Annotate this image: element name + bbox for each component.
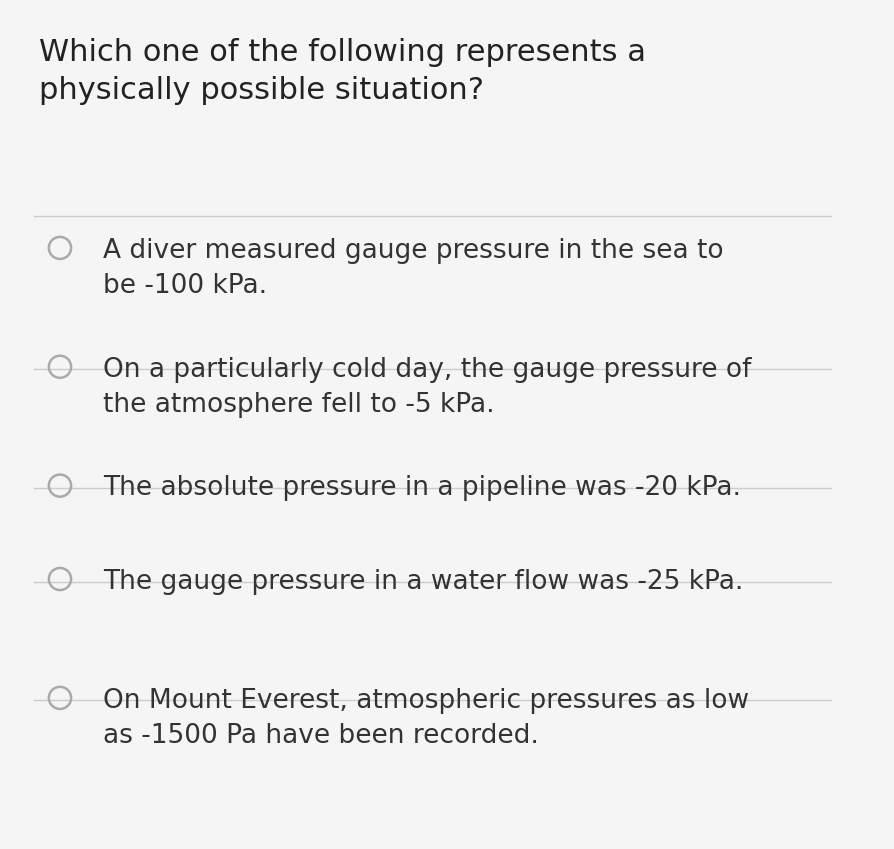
Text: The gauge pressure in a water flow was -25 kPa.: The gauge pressure in a water flow was -…	[103, 569, 742, 595]
Text: On a particularly cold day, the gauge pressure of
the atmosphere fell to -5 kPa.: On a particularly cold day, the gauge pr…	[103, 357, 750, 418]
Text: A diver measured gauge pressure in the sea to
be -100 kPa.: A diver measured gauge pressure in the s…	[103, 238, 722, 299]
Text: Which one of the following represents a
physically possible situation?: Which one of the following represents a …	[38, 38, 645, 105]
Text: On Mount Everest, atmospheric pressures as low
as -1500 Pa have been recorded.: On Mount Everest, atmospheric pressures …	[103, 688, 748, 749]
Text: The absolute pressure in a pipeline was -20 kPa.: The absolute pressure in a pipeline was …	[103, 475, 740, 502]
